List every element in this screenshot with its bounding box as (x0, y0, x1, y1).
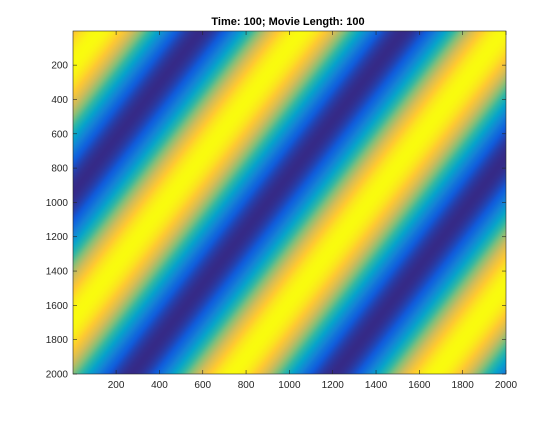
x-tick-label: 1000 (278, 380, 301, 391)
y-tick-label: 1400 (46, 267, 69, 278)
y-tick-label: 1200 (46, 232, 69, 243)
heatmap-image (73, 31, 506, 374)
y-axis: 200 400 600 800 1000 1200 1400 1600 1800 2000 (46, 61, 506, 381)
y-tick-label: 600 (51, 129, 68, 140)
chart-title: Time: 100; Movie Length: 100 (211, 16, 364, 28)
x-tick-label: 1600 (408, 380, 431, 391)
y-tick-label: 1600 (46, 301, 69, 312)
y-tick-label: 400 (51, 95, 68, 106)
axes-box (72, 30, 507, 375)
x-tick-label: 800 (238, 380, 255, 391)
x-tick-label: 600 (194, 380, 211, 391)
x-tick-label: 1200 (322, 380, 345, 391)
x-tick-label: 200 (108, 380, 125, 391)
y-tick-label: 1800 (46, 335, 69, 346)
x-tick-label: 1400 (365, 380, 388, 391)
y-tick-label: 800 (51, 164, 68, 175)
y-tick-label: 1000 (46, 198, 69, 209)
x-tick-label: 2000 (495, 380, 518, 391)
x-tick-label: 1800 (452, 380, 475, 391)
y-tick-label: 2000 (46, 370, 69, 381)
x-tick-label: 400 (151, 380, 168, 391)
y-tick-label: 200 (51, 61, 68, 72)
plot-area (73, 31, 506, 374)
